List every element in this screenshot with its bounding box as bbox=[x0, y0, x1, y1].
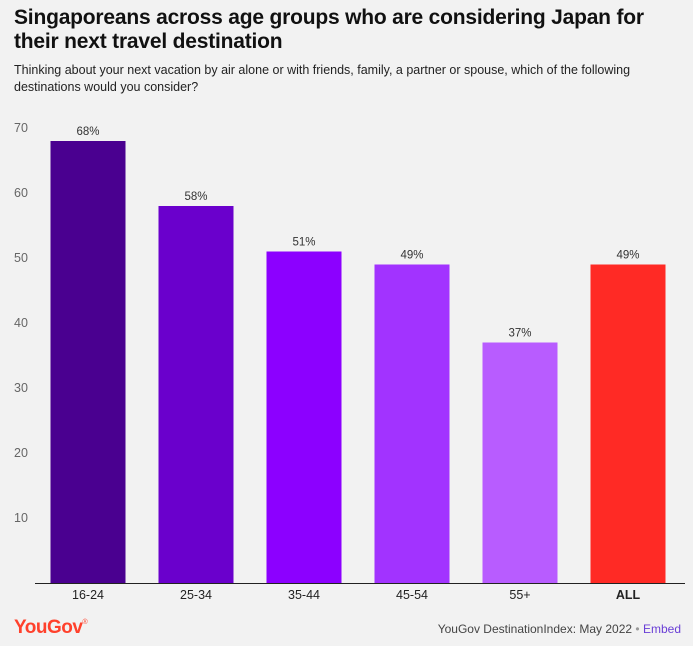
bar bbox=[482, 342, 558, 583]
x-tick-label: 16-24 bbox=[72, 588, 104, 602]
y-tick-label: 30 bbox=[14, 381, 28, 395]
bar-value-label: 51% bbox=[292, 237, 315, 249]
yougov-logo: YouGov® bbox=[14, 617, 88, 639]
bar-value-label: 49% bbox=[400, 250, 423, 262]
bar-value-label: 49% bbox=[616, 250, 639, 262]
separator: • bbox=[635, 622, 640, 636]
x-tick-label: 55+ bbox=[509, 588, 530, 602]
bar bbox=[266, 251, 342, 583]
y-tick-label: 40 bbox=[14, 316, 28, 330]
bar-value-label: 68% bbox=[76, 126, 99, 138]
y-tick-label: 10 bbox=[14, 511, 28, 525]
bar bbox=[50, 141, 126, 583]
bar bbox=[374, 264, 450, 583]
registered-mark: ® bbox=[82, 619, 88, 626]
y-tick-label: 50 bbox=[14, 251, 28, 265]
bar-value-label: 58% bbox=[184, 191, 207, 203]
x-tick-label: 25-34 bbox=[180, 588, 212, 602]
bar bbox=[590, 264, 666, 583]
y-tick-label: 60 bbox=[14, 186, 28, 200]
source-text: YouGov DestinationIndex: May 2022 bbox=[437, 622, 633, 636]
chart-subtitle: Thinking about your next vacation by air… bbox=[14, 63, 631, 94]
footer-source: YouGov DestinationIndex: May 2022 • Embe… bbox=[438, 622, 681, 636]
bar bbox=[158, 206, 234, 583]
chart-title: Singaporeans across age groups who are c… bbox=[14, 6, 644, 53]
brand-text: YouGov bbox=[14, 617, 83, 638]
y-tick-label: 70 bbox=[14, 121, 28, 135]
bar-value-label: 37% bbox=[508, 328, 531, 340]
x-tick-label: ALL bbox=[616, 588, 641, 602]
x-tick-label: 35-44 bbox=[288, 588, 320, 602]
embed-link[interactable]: Embed bbox=[642, 622, 681, 636]
x-tick-label: 45-54 bbox=[396, 588, 428, 602]
y-tick-label: 20 bbox=[14, 446, 28, 460]
